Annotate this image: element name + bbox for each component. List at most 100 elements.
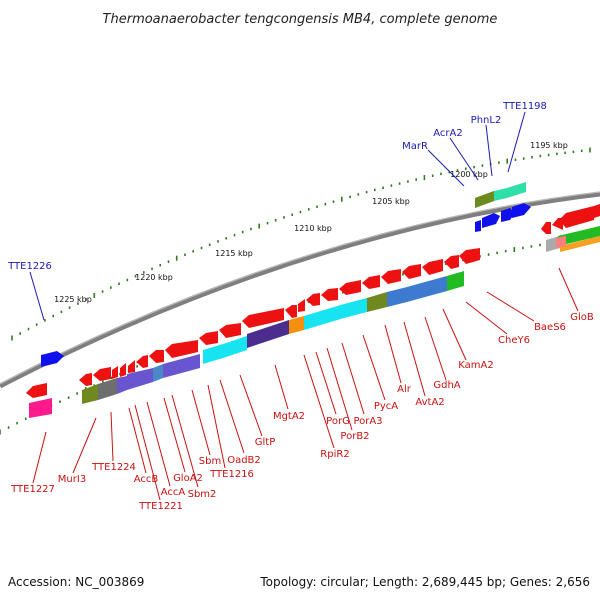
gene-arrow[interactable] — [459, 248, 480, 264]
gene-arrow[interactable] — [594, 204, 600, 218]
gene-label[interactable]: AvtA2 — [415, 397, 444, 408]
gene-block[interactable] — [247, 320, 289, 348]
gene-label[interactable]: PorA3 — [353, 416, 382, 427]
gene-block[interactable] — [304, 310, 324, 330]
gene-label[interactable]: MgtA2 — [273, 411, 305, 422]
gene-arrow[interactable] — [482, 213, 500, 228]
gene-arrow[interactable] — [128, 360, 135, 373]
gene-arrow[interactable] — [444, 255, 459, 269]
genome-backbone-highlight — [0, 191, 600, 385]
gene-label[interactable]: TTE1198 — [502, 101, 547, 112]
gene-label[interactable]: TTE1221 — [138, 501, 183, 512]
gene-label[interactable]: KamA2 — [458, 360, 493, 371]
gene-block[interactable] — [475, 191, 494, 208]
gene-label[interactable]: AccB — [134, 474, 159, 485]
gene-block[interactable] — [556, 236, 566, 248]
gene-label[interactable]: MurI3 — [58, 474, 86, 485]
gene-arrow[interactable] — [165, 340, 198, 358]
gene-arrow[interactable] — [475, 220, 481, 232]
gene-block[interactable] — [82, 384, 98, 404]
reverse-strand-genes — [26, 204, 600, 418]
gene-label[interactable]: PycA — [374, 401, 398, 412]
gene-arrow[interactable] — [321, 288, 338, 301]
gene-arrow[interactable] — [541, 222, 551, 234]
scale-label: 1220 kbp — [135, 273, 173, 282]
gene-block[interactable] — [223, 336, 247, 358]
gene-label[interactable]: GltP — [255, 437, 275, 448]
gene-label[interactable]: Sbm — [199, 456, 221, 467]
gene-arrow[interactable] — [93, 367, 111, 381]
gene-block[interactable] — [558, 226, 600, 246]
gene-label[interactable]: PorB2 — [340, 431, 369, 442]
gene-label[interactable]: GloB — [570, 312, 594, 323]
gene-arrow[interactable] — [41, 351, 64, 367]
scale-ticks-upper — [11, 147, 591, 341]
gene-arrow[interactable] — [306, 293, 320, 306]
gene-block[interactable] — [324, 304, 344, 324]
gene-arrow[interactable] — [149, 350, 164, 363]
gene-arrow[interactable] — [512, 203, 531, 218]
gene-block[interactable] — [407, 282, 425, 302]
gene-block[interactable] — [98, 378, 117, 400]
gene-label[interactable]: RpiR2 — [320, 449, 349, 460]
gene-block[interactable] — [289, 316, 304, 334]
gene-label[interactable]: AccA — [161, 487, 186, 498]
gene-arrow[interactable] — [26, 383, 47, 398]
gene-block[interactable] — [560, 236, 600, 252]
scale-label: 1225 kbp — [54, 295, 92, 304]
gene-label[interactable]: AcrA2 — [433, 128, 462, 139]
gene-block[interactable] — [153, 364, 163, 382]
gene-arrow[interactable] — [559, 206, 594, 228]
gene-labels-reverse: GloB BaeS6 CheY6 KamA2 GdhA AvtA2 Alr Py… — [10, 312, 594, 512]
gene-arrow[interactable] — [501, 208, 515, 222]
gene-arrow[interactable] — [199, 331, 218, 345]
gene-label[interactable]: GloA2 — [173, 473, 203, 484]
accession-text: Accession: NC_003869 — [8, 575, 144, 589]
gene-arrow[interactable] — [381, 269, 401, 284]
gene-block[interactable] — [425, 276, 447, 297]
genome-backbone — [0, 191, 600, 389]
gene-label[interactable]: PhnL2 — [471, 115, 502, 126]
gene-label[interactable]: TTE1227 — [10, 484, 55, 495]
gene-block[interactable] — [344, 298, 367, 318]
gene-arrow[interactable] — [112, 366, 118, 379]
scale-ticks-lower — [0, 233, 600, 435]
scale-label: 1205 kbp — [372, 197, 410, 206]
gene-arrow[interactable] — [285, 305, 297, 318]
label-leader-lines — [29, 111, 579, 501]
gene-arrow[interactable] — [339, 280, 361, 295]
scale-label: 1210 kbp — [294, 224, 332, 233]
gene-arrow[interactable] — [298, 299, 305, 312]
gene-arrow[interactable] — [242, 308, 284, 328]
gene-label[interactable]: BaeS6 — [534, 322, 566, 333]
gene-arrow[interactable] — [120, 363, 126, 377]
gene-label[interactable]: Alr — [397, 384, 412, 395]
gene-arrow[interactable] — [136, 355, 148, 368]
gene-block[interactable] — [29, 398, 52, 418]
gene-label[interactable]: TTE1226 — [7, 261, 52, 272]
gene-block[interactable] — [447, 271, 464, 291]
gene-label[interactable]: TTE1224 — [91, 462, 136, 473]
gene-label[interactable]: TTE1216 — [209, 469, 254, 480]
gene-block[interactable] — [203, 344, 223, 364]
gene-arrow[interactable] — [79, 373, 92, 386]
gene-label[interactable]: CheY6 — [498, 335, 530, 346]
gene-arrow[interactable] — [402, 264, 421, 279]
topology-summary: Topology: circular; Length: 2,689,445 bp… — [259, 575, 590, 589]
gene-block[interactable] — [387, 287, 407, 307]
gene-arrow[interactable] — [422, 259, 443, 275]
gene-block[interactable] — [127, 368, 153, 390]
gene-label[interactable]: GdhA — [433, 380, 460, 391]
forward-strand-genes — [41, 182, 531, 367]
gene-label[interactable]: Sbm2 — [188, 489, 217, 500]
gene-block[interactable] — [163, 354, 200, 378]
gene-block[interactable] — [117, 376, 127, 394]
gene-block[interactable] — [367, 292, 387, 312]
gene-arrow[interactable] — [362, 275, 380, 289]
gene-label[interactable]: PorG — [326, 416, 350, 427]
gene-label[interactable]: OadB2 — [227, 455, 261, 466]
gene-label[interactable]: MarR — [402, 141, 428, 152]
gene-arrow[interactable] — [219, 323, 241, 338]
